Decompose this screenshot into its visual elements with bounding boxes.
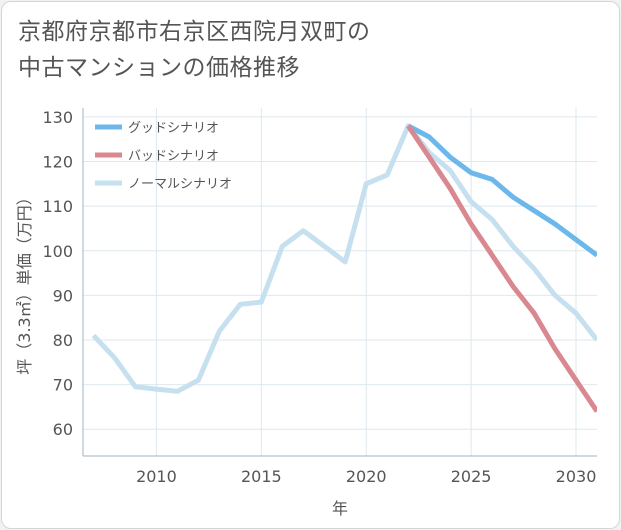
x-tick-label: 2010 [136,467,177,486]
legend-label-2: ノーマルシナリオ [128,177,232,192]
x-tick-label: 2025 [451,467,492,486]
series-line-2 [91,123,597,394]
legend-label-1: バッドシナリオ [128,149,219,164]
y-tick-label: 110 [42,197,73,216]
series-lines [91,123,597,413]
chart-title-line-2: 中古マンションの価格推移 [18,55,300,81]
y-tick-label: 80 [53,331,73,350]
y-tick-label: 70 [53,376,73,395]
x-tick-label: 2015 [241,467,282,486]
grid-lines [83,108,597,456]
y-axis-label: 坪（3.3㎡）単価（万円） [15,189,34,374]
series-line-0 [407,123,597,258]
chart-title: 京都府京都市右京区西院月双町の 中古マンションの価格推移 [18,14,578,86]
y-tick-label: 100 [42,242,73,261]
plot-frame [82,108,597,457]
x-tick-label: 2020 [346,467,387,486]
y-tick-label: 60 [53,420,73,439]
y-tick-label: 120 [42,153,73,172]
y-tick-labels: 60 70 80 90 100 110 120 130 [42,108,73,439]
y-tick-label: 130 [42,108,73,127]
x-axis-label: 年 [332,499,348,518]
series-line-1 [406,124,597,413]
x-tick-labels: 2010 2015 2020 2025 2030 [136,467,596,486]
y-tick-label: 90 [53,286,73,305]
x-tick-label: 2030 [556,467,597,486]
chart-title-line-1: 京都府京都市右京区西院月双町の [18,19,371,45]
legend-label-0: グッドシナリオ [128,121,219,136]
